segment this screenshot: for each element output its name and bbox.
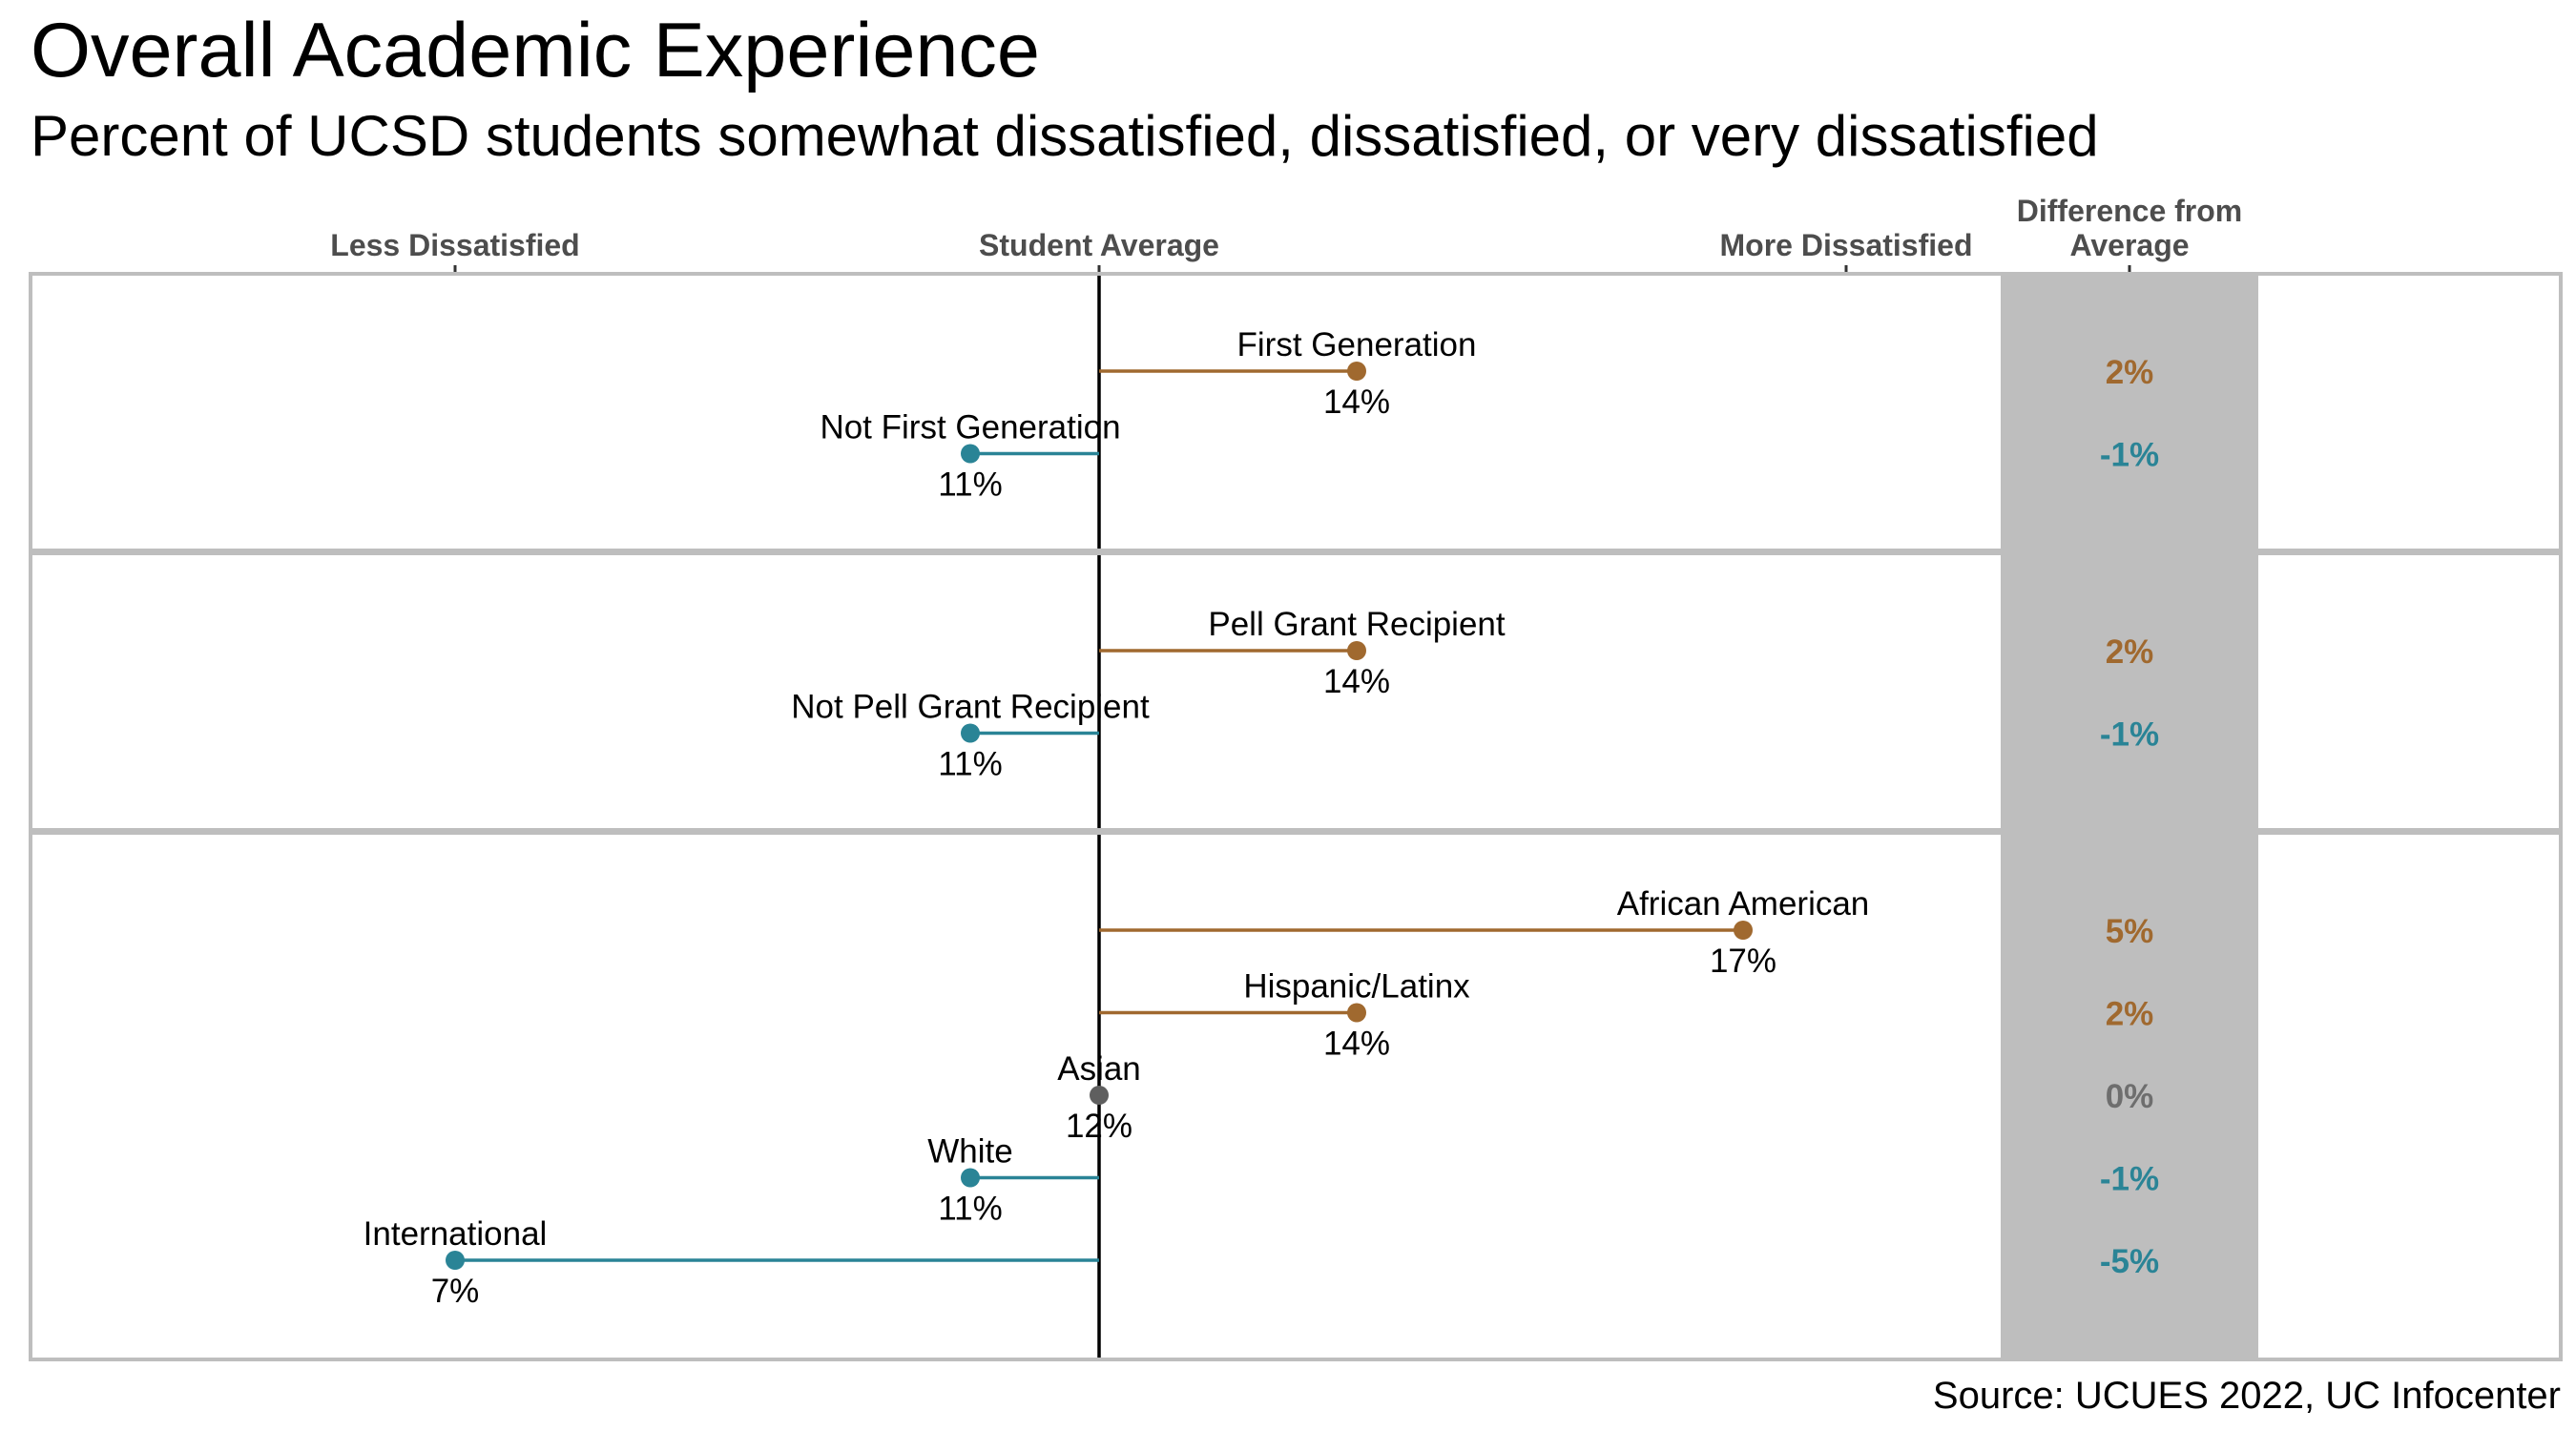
point-hispanic-latinx [1347, 1003, 1366, 1023]
value-label-white: 11% [938, 1191, 1002, 1228]
difference-label-hispanic-latinx: 2% [2106, 996, 2154, 1033]
difference-label-not-pell-grant-recipient: -1% [2100, 716, 2159, 754]
value-label-pell-grant-recipient: 14% [1323, 663, 1390, 700]
category-label-african-american: African American [1617, 885, 1870, 923]
x-tick-label-more-dissatisfied: More Dissatisfied [1720, 228, 1973, 262]
point-asian [1090, 1086, 1109, 1105]
x-tick-label-less-dissatisfied: Less Dissatisfied [330, 228, 579, 262]
value-label-asian: 12% [1066, 1108, 1132, 1145]
category-label-not-pell-grant-recipient: Not Pell Grant Recipient [791, 689, 1150, 726]
difference-label-white: -1% [2100, 1161, 2159, 1198]
value-label-international: 7% [431, 1273, 480, 1310]
difference-label-african-american: 5% [2106, 913, 2154, 950]
difference-label-pell-grant-recipient: 2% [2106, 633, 2154, 671]
difference-label-first-generation: 2% [2106, 354, 2154, 391]
category-label-white: White [927, 1133, 1012, 1171]
point-not-first-generation [961, 444, 980, 464]
difference-labels: 2% -1% 2% -1% 5% 2% 0% -1% -5% [2100, 354, 2159, 1280]
category-label-international: International [364, 1215, 548, 1253]
chart-subtitle: Percent of UCSD students somewhat dissat… [31, 104, 2099, 168]
category-label-hispanic-latinx: Hispanic/Latinx [1243, 968, 1470, 1006]
category-label-not-first-generation: Not First Generation [820, 409, 1120, 446]
point-white [961, 1168, 980, 1188]
difference-label-international: -5% [2100, 1243, 2159, 1280]
point-not-pell-grant-recipient [961, 723, 980, 743]
group-panel-ethnicity [29, 831, 2563, 1361]
point-pell-grant-recipient [1347, 641, 1366, 660]
value-label-not-first-generation: 11% [938, 467, 1002, 504]
difference-band-pell-grant [2001, 555, 2258, 828]
difference-label-not-first-generation: -1% [2100, 437, 2159, 474]
group-panel-first-generation [29, 272, 2563, 552]
x-tick-label-student-average: Student Average [979, 228, 1219, 262]
category-label-pell-grant-recipient: Pell Grant Recipient [1208, 606, 1506, 643]
point-african-american [1734, 921, 1753, 940]
point-international [446, 1251, 465, 1270]
lollipop-marks: First Generation 14% Not First Generation 1… [364, 326, 1870, 1310]
category-label-first-generation: First Generation [1237, 326, 1477, 363]
point-first-generation [1347, 362, 1366, 381]
difference-band [2001, 276, 2258, 1358]
x-tick-label-difference-from-average: Difference from Average [2017, 194, 2243, 262]
x-axis: Less Dissatisfied Student Average More Dis… [330, 194, 2242, 274]
difference-band-first-generation [2001, 276, 2258, 549]
value-label-hispanic-latinx: 14% [1323, 1026, 1390, 1063]
group-panel-pell-grant [29, 551, 2563, 832]
group-panels [29, 272, 2563, 1361]
value-label-not-pell-grant-recipient: 11% [938, 746, 1002, 783]
category-label-asian: Asian [1057, 1050, 1141, 1088]
chart-title: Overall Academic Experience [31, 8, 1040, 93]
difference-label-asian: 0% [2106, 1078, 2154, 1115]
difference-band-ethnicity [2001, 835, 2258, 1358]
source-note: Source: UCUES 2022, UC Infocenter [1933, 1375, 2561, 1417]
value-label-first-generation: 14% [1323, 384, 1390, 421]
value-label-african-american: 17% [1710, 943, 1776, 980]
